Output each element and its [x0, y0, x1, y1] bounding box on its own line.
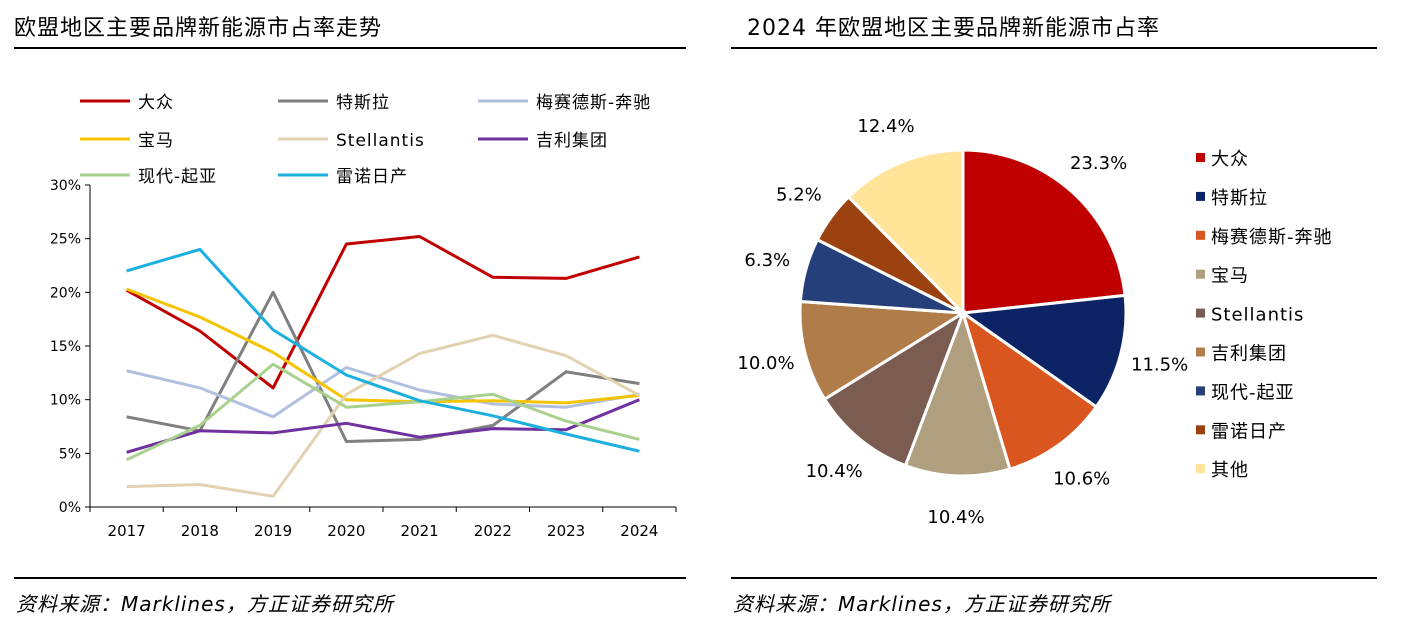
legend-label: 雷诺日产: [336, 167, 408, 187]
line-chart-title: 欧盟地区主要品牌新能源市占率走势: [14, 16, 383, 41]
pie-legend-label: 其他: [1211, 460, 1249, 481]
pie-data-label: 23.3%: [1070, 153, 1127, 174]
x-tick-label: 2022: [474, 522, 512, 540]
pie-data-label: 12.4%: [857, 116, 914, 137]
y-tick-label: 10%: [50, 393, 81, 409]
legend-label: 现代-起亚: [138, 167, 217, 187]
y-tick-label: 15%: [50, 339, 81, 355]
x-tick-label: 2021: [401, 522, 439, 540]
series-line-7: [125, 362, 640, 462]
y-tick-label: 25%: [50, 232, 81, 248]
pie-slice-1: [961, 148, 1127, 315]
series-line-2: [126, 290, 640, 443]
legend-label: 特斯拉: [336, 93, 390, 113]
series-line-8: [126, 247, 640, 453]
right-title-rule: [731, 47, 1377, 49]
pie-slice-2: [958, 293, 1128, 409]
pie-legend-label: 梅赛德斯-奔驰: [1211, 227, 1333, 248]
pie-legend-swatch: [1196, 386, 1205, 396]
left-title-rule: [14, 47, 686, 49]
left-source-text: 资料来源：Marklines，方正证券研究所: [16, 592, 394, 616]
pie-data-label: 10.4%: [927, 507, 984, 528]
pie-data-label: 5.2%: [776, 185, 822, 206]
pie-slice-6: [798, 299, 968, 402]
pie-data-label: 11.5%: [1131, 355, 1188, 376]
series-line-5: [126, 333, 641, 498]
pie-legend-swatch: [1196, 425, 1205, 435]
legend-label: Stellantis: [336, 131, 425, 151]
pie-legend-swatch: [1196, 269, 1205, 279]
pie-slice-9: [846, 148, 965, 317]
y-tick-label: 5%: [59, 446, 81, 462]
line-chart: 0% 5% 10% 15% 20% 25% 30% 2017 2018 2019 2020 2021 2…: [50, 92, 677, 540]
series-line-3: [126, 366, 640, 419]
series-line-1: [125, 235, 640, 390]
pie-legend-label: 吉利集团: [1211, 344, 1287, 365]
x-tick-label: 2020: [327, 522, 365, 540]
legend-label: 吉利集团: [536, 131, 608, 151]
pie-legend-label: 现代-起亚: [1211, 382, 1295, 403]
pie-legend-swatch: [1196, 191, 1205, 201]
pie-data-label: 10.0%: [737, 353, 794, 374]
pie-data-label: 10.6%: [1053, 469, 1110, 490]
legend-label: 大众: [138, 93, 174, 113]
y-tick-label: 20%: [50, 285, 81, 301]
pie-slice-5: [822, 309, 966, 468]
pie-legend-label: 雷诺日产: [1211, 421, 1287, 442]
pie-chart: 23.3% 11.5% 10.6% 10.4% 10.4% 10.0% 6.3% 5.2% 12…: [737, 116, 1333, 528]
legend-label: 宝马: [138, 131, 174, 151]
right-source-rule: [731, 577, 1377, 579]
left-source-rule: [14, 577, 686, 579]
pie-legend-swatch: [1196, 347, 1205, 357]
pie-legend-swatch: [1196, 230, 1205, 240]
series-line-4: [126, 287, 640, 405]
right-source-text: 资料来源：Marklines，方正证券研究所: [733, 592, 1111, 616]
x-tick-label: 2017: [108, 522, 146, 540]
x-tick-label: 2018: [181, 522, 219, 540]
y-tick-label: 30%: [50, 178, 81, 194]
pie-legend-label: 大众: [1211, 149, 1249, 170]
x-tick-label: 2023: [547, 522, 585, 540]
pie-slice-4: [903, 308, 1012, 478]
pie-data-label: 10.4%: [806, 461, 863, 482]
pie-legend-label: 宝马: [1211, 266, 1249, 287]
pie-slice-3: [960, 309, 1099, 471]
x-tick-label: 2024: [620, 522, 658, 540]
pie-legend-label: Stellantis: [1211, 305, 1304, 326]
y-tick-label: 0%: [59, 500, 81, 516]
pie-legend-swatch: [1196, 308, 1205, 318]
pie-chart-title: 2024 年欧盟地区主要品牌新能源市占率: [747, 16, 1160, 41]
x-tick-label: 2019: [254, 522, 292, 540]
pie-legend-label: 特斯拉: [1211, 188, 1268, 209]
pie-legend-swatch: [1196, 153, 1205, 162]
legend-label: 梅赛德斯-奔驰: [536, 92, 651, 113]
pie-data-label: 6.3%: [744, 250, 790, 271]
pie-legend-swatch: [1196, 464, 1205, 474]
